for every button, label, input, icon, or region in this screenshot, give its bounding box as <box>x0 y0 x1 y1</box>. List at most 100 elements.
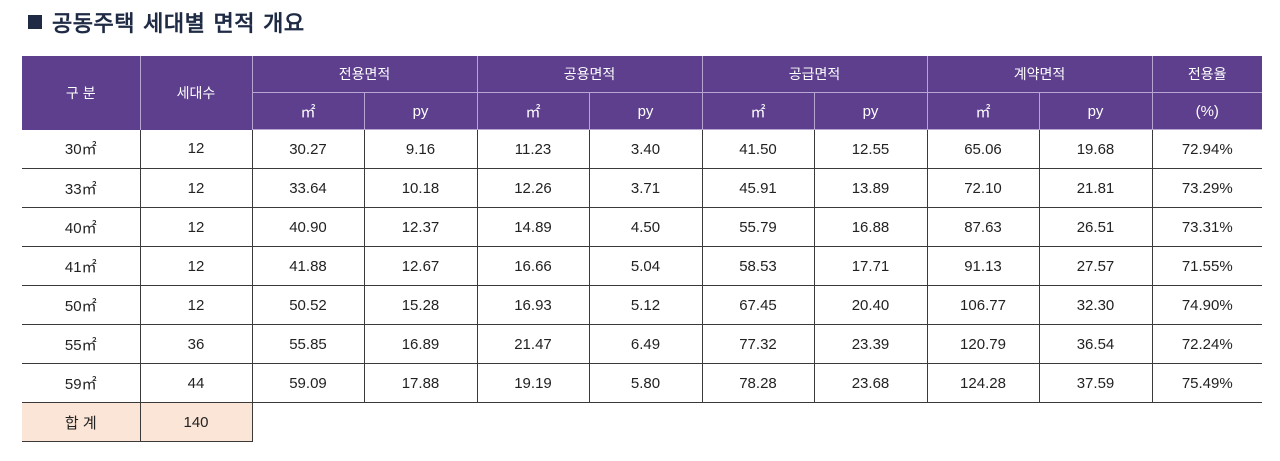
square-bullet-icon <box>28 15 42 29</box>
cell-type: 50㎡ <box>22 285 141 325</box>
cell-common-m2: 12.26 <box>477 168 590 208</box>
cell-units: 12 <box>140 285 253 325</box>
total-row: 합 계 140 <box>22 402 1262 442</box>
cell-common-py: 5.80 <box>589 363 703 403</box>
cell-contract-m2: 124.28 <box>927 363 1040 403</box>
cell-exclusive-py: 12.37 <box>364 207 478 247</box>
cell-exclusive-m2: 40.90 <box>252 207 365 247</box>
cell-exclusive-m2: 55.85 <box>252 324 365 364</box>
page-title-block: 공동주택 세대별 면적 개요 <box>28 6 305 38</box>
cell-exclusive-m2: 33.64 <box>252 168 365 208</box>
total-empty-cell <box>252 403 1262 442</box>
subheader-py: py <box>364 92 478 130</box>
cell-units: 36 <box>140 324 253 364</box>
cell-ratio: 73.29% <box>1152 168 1262 208</box>
cell-contract-py: 26.51 <box>1039 207 1153 247</box>
cell-contract-py: 36.54 <box>1039 324 1153 364</box>
table-row: 55㎡ 36 55.85 16.89 21.47 6.49 77.32 23.3… <box>22 324 1262 364</box>
subheader-m2: ㎡ <box>927 92 1040 130</box>
cell-exclusive-py: 10.18 <box>364 168 478 208</box>
cell-supply-py: 16.88 <box>814 207 928 247</box>
table-body: 30㎡ 12 30.27 9.16 11.23 3.40 41.50 12.55… <box>22 129 1262 442</box>
cell-supply-py: 12.55 <box>814 129 928 169</box>
cell-common-m2: 19.19 <box>477 363 590 403</box>
total-units: 140 <box>140 402 253 442</box>
cell-type: 41㎡ <box>22 246 141 286</box>
table-row: 59㎡ 44 59.09 17.88 19.19 5.80 78.28 23.6… <box>22 363 1262 403</box>
table-row: 50㎡ 12 50.52 15.28 16.93 5.12 67.45 20.4… <box>22 285 1262 325</box>
cell-contract-m2: 106.77 <box>927 285 1040 325</box>
header-supply-area: 공급면적 <box>702 56 928 93</box>
header-units: 세대수 <box>140 56 253 130</box>
cell-units: 12 <box>140 246 253 286</box>
header-exclusive-area: 전용면적 <box>252 56 478 93</box>
header-type: 구 분 <box>22 56 141 130</box>
subheader-py: py <box>1039 92 1153 130</box>
cell-contract-py: 32.30 <box>1039 285 1153 325</box>
cell-contract-py: 21.81 <box>1039 168 1153 208</box>
cell-exclusive-m2: 59.09 <box>252 363 365 403</box>
header-common-area: 공용면적 <box>477 56 703 93</box>
cell-supply-py: 13.89 <box>814 168 928 208</box>
cell-units: 12 <box>140 129 253 169</box>
cell-ratio: 73.31% <box>1152 207 1262 247</box>
cell-exclusive-py: 16.89 <box>364 324 478 364</box>
cell-contract-m2: 87.63 <box>927 207 1040 247</box>
total-label: 합 계 <box>22 402 141 442</box>
cell-common-py: 6.49 <box>589 324 703 364</box>
subheader-py: py <box>589 92 703 130</box>
cell-units: 44 <box>140 363 253 403</box>
cell-ratio: 72.94% <box>1152 129 1262 169</box>
cell-type: 59㎡ <box>22 363 141 403</box>
cell-common-m2: 11.23 <box>477 129 590 169</box>
cell-exclusive-m2: 50.52 <box>252 285 365 325</box>
cell-supply-py: 17.71 <box>814 246 928 286</box>
cell-supply-m2: 78.28 <box>702 363 815 403</box>
cell-contract-m2: 65.06 <box>927 129 1040 169</box>
cell-supply-py: 20.40 <box>814 285 928 325</box>
cell-common-py: 5.12 <box>589 285 703 325</box>
header-ratio: 전용율 <box>1152 56 1262 93</box>
cell-exclusive-py: 17.88 <box>364 363 478 403</box>
cell-common-m2: 16.93 <box>477 285 590 325</box>
subheader-m2: ㎡ <box>252 92 365 130</box>
cell-contract-m2: 72.10 <box>927 168 1040 208</box>
cell-common-m2: 16.66 <box>477 246 590 286</box>
subheader-percent: (%) <box>1152 92 1262 130</box>
subheader-m2: ㎡ <box>477 92 590 130</box>
cell-type: 33㎡ <box>22 168 141 208</box>
cell-contract-py: 37.59 <box>1039 363 1153 403</box>
cell-supply-py: 23.39 <box>814 324 928 364</box>
cell-common-py: 5.04 <box>589 246 703 286</box>
cell-supply-py: 23.68 <box>814 363 928 403</box>
cell-supply-m2: 41.50 <box>702 129 815 169</box>
table-row: 40㎡ 12 40.90 12.37 14.89 4.50 55.79 16.8… <box>22 207 1262 247</box>
cell-supply-m2: 77.32 <box>702 324 815 364</box>
cell-supply-m2: 58.53 <box>702 246 815 286</box>
cell-units: 12 <box>140 168 253 208</box>
cell-contract-m2: 91.13 <box>927 246 1040 286</box>
header-contract-area: 계약면적 <box>927 56 1153 93</box>
cell-exclusive-m2: 41.88 <box>252 246 365 286</box>
cell-exclusive-m2: 30.27 <box>252 129 365 169</box>
cell-ratio: 75.49% <box>1152 363 1262 403</box>
cell-common-py: 3.71 <box>589 168 703 208</box>
cell-common-m2: 21.47 <box>477 324 590 364</box>
cell-ratio: 74.90% <box>1152 285 1262 325</box>
cell-exclusive-py: 12.67 <box>364 246 478 286</box>
table-row: 41㎡ 12 41.88 12.67 16.66 5.04 58.53 17.7… <box>22 246 1262 286</box>
cell-contract-m2: 120.79 <box>927 324 1040 364</box>
cell-units: 12 <box>140 207 253 247</box>
cell-type: 30㎡ <box>22 129 141 169</box>
cell-exclusive-py: 15.28 <box>364 285 478 325</box>
cell-type: 40㎡ <box>22 207 141 247</box>
area-table: 구 분 세대수 전용면적 공용면적 공급면적 계약면적 전용율 ㎡ py ㎡ p… <box>22 56 1262 442</box>
cell-type: 55㎡ <box>22 324 141 364</box>
table-header: 구 분 세대수 전용면적 공용면적 공급면적 계약면적 전용율 ㎡ py ㎡ p… <box>22 56 1262 130</box>
cell-supply-m2: 45.91 <box>702 168 815 208</box>
page-title: 공동주택 세대별 면적 개요 <box>52 12 305 37</box>
cell-common-m2: 14.89 <box>477 207 590 247</box>
cell-ratio: 71.55% <box>1152 246 1262 286</box>
cell-common-py: 4.50 <box>589 207 703 247</box>
cell-supply-m2: 55.79 <box>702 207 815 247</box>
